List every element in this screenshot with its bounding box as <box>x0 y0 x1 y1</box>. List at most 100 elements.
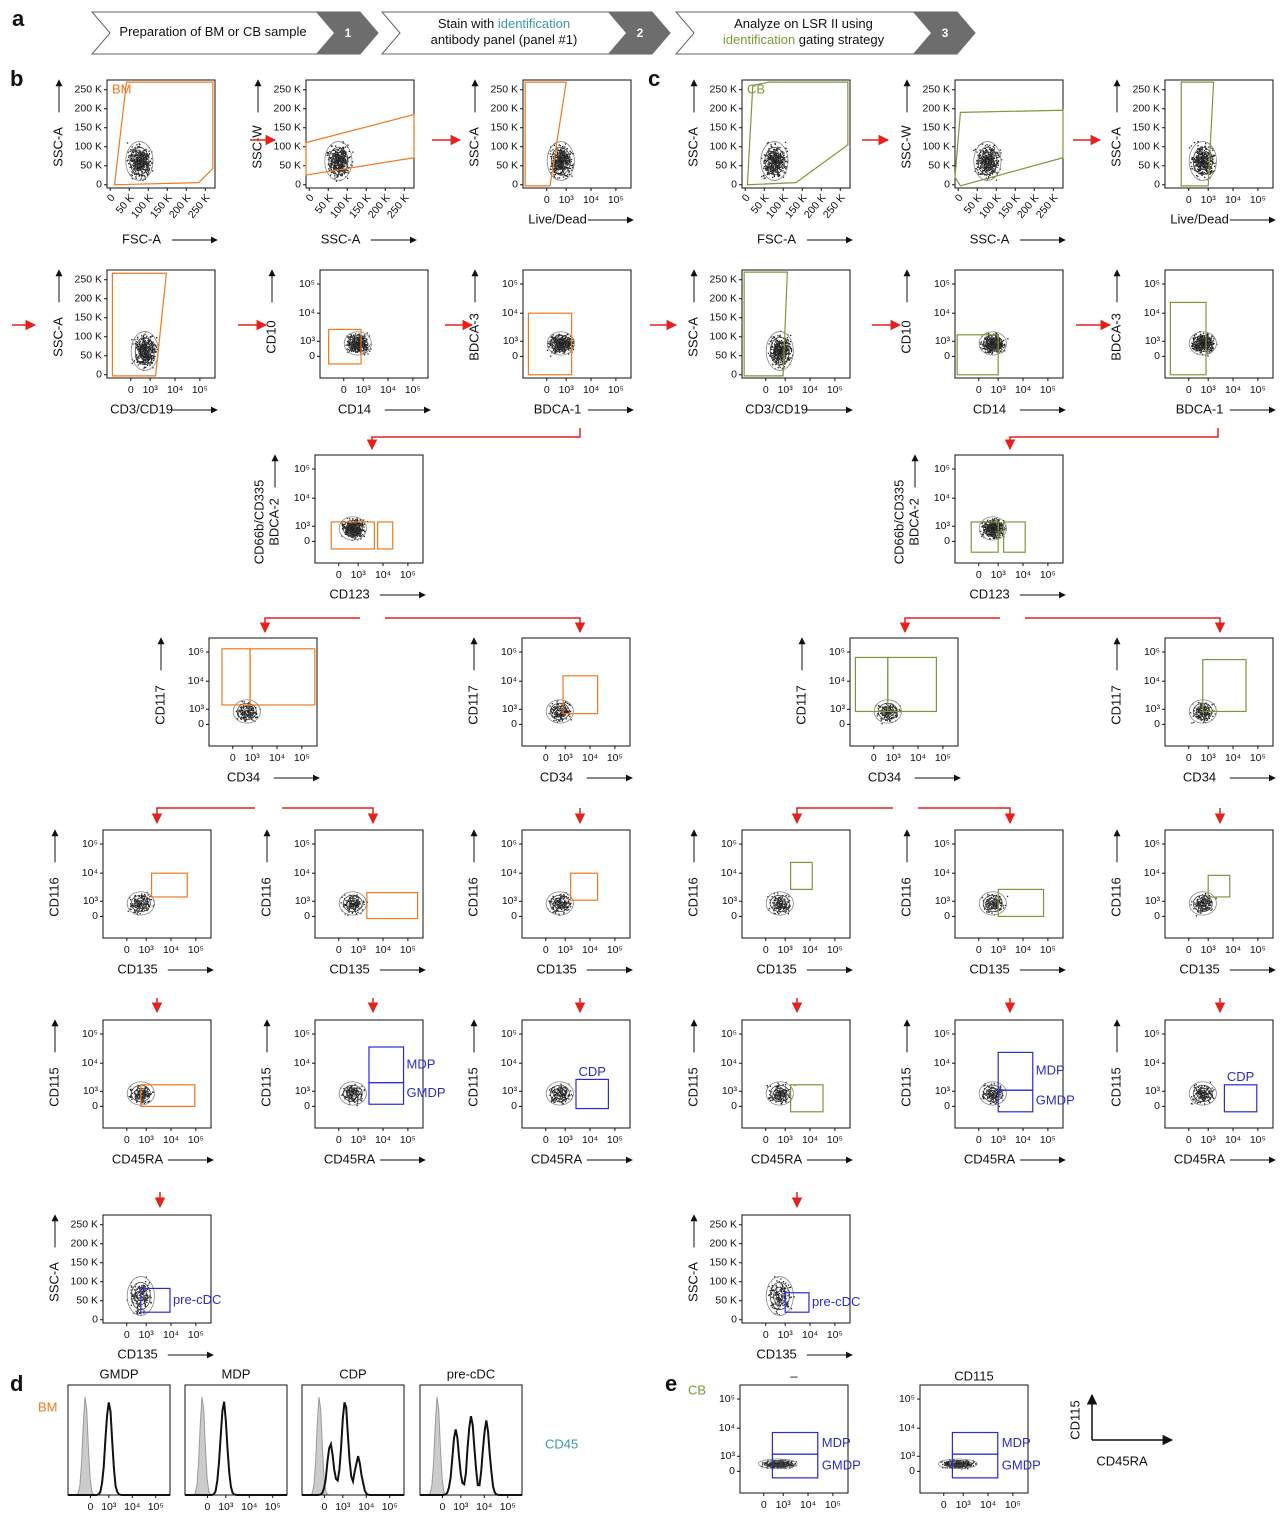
y-tick-label: 10³ <box>502 1085 518 1097</box>
event-dot <box>142 362 144 364</box>
event-dot <box>241 709 243 712</box>
event-dot <box>138 342 140 345</box>
event-dot <box>144 1087 146 1089</box>
event-dot <box>557 348 559 351</box>
event-dot <box>137 172 139 175</box>
event-dot <box>363 523 366 525</box>
event-dot <box>345 344 347 346</box>
event-dot <box>138 1096 140 1098</box>
event-dot <box>335 157 338 160</box>
event-dot <box>256 716 258 719</box>
event-dot <box>331 145 333 147</box>
event-dot <box>347 157 349 159</box>
event-dot <box>337 163 339 166</box>
event-dot <box>244 712 247 714</box>
event-dot <box>343 153 345 155</box>
event-dot <box>338 164 340 166</box>
event-dot <box>559 156 562 158</box>
event-dot <box>566 339 568 341</box>
event-dot <box>550 172 552 174</box>
event-dot <box>361 341 364 343</box>
event-dot <box>249 704 251 707</box>
event-dot <box>146 167 148 169</box>
event-dot <box>338 147 341 150</box>
event-dot <box>561 1087 563 1089</box>
event-dot <box>131 164 133 166</box>
event-dot <box>148 150 150 152</box>
event-dot <box>567 905 569 908</box>
x-tick-label: 10⁵ <box>188 1329 204 1341</box>
event-dot <box>146 343 148 345</box>
event-dot <box>567 340 569 342</box>
event-dot <box>135 176 137 178</box>
event-dot <box>350 344 352 346</box>
event-dot <box>136 1096 139 1098</box>
event-dot <box>356 905 358 907</box>
event-dot <box>330 171 333 174</box>
event-dot <box>349 1098 351 1100</box>
event-dot <box>333 167 335 169</box>
event-dot <box>145 1289 147 1291</box>
event-dot <box>137 905 140 908</box>
event-dot <box>144 333 146 335</box>
event-dot <box>559 344 561 346</box>
event-dot <box>341 164 343 166</box>
event-dot <box>141 159 143 161</box>
event-dot <box>137 170 139 172</box>
event-dot <box>137 1093 139 1096</box>
event-dot <box>136 1089 138 1091</box>
event-dot <box>566 1090 568 1093</box>
event-dot <box>562 165 565 167</box>
event-dot <box>146 1294 149 1296</box>
event-dot <box>341 527 344 529</box>
event-dot <box>343 157 345 159</box>
event-dot <box>551 1099 553 1101</box>
event-dot <box>350 1093 352 1095</box>
event-dot <box>570 151 572 154</box>
event-dot <box>138 348 141 350</box>
event-dot <box>139 153 141 156</box>
event-dot <box>568 159 570 161</box>
event-dot <box>358 342 361 344</box>
event-dot <box>348 1098 350 1100</box>
event-dot <box>241 712 243 715</box>
event-dot <box>134 165 136 167</box>
y-tick-label: 10⁵ <box>294 1028 310 1040</box>
event-dot <box>130 908 132 910</box>
event-dot <box>358 526 360 529</box>
event-dot <box>572 345 574 347</box>
event-dot <box>368 345 370 347</box>
event-dot <box>145 337 147 339</box>
event-dot <box>567 711 569 713</box>
event-dot <box>560 1093 562 1095</box>
event-dot <box>151 361 153 364</box>
event-dot <box>564 338 567 340</box>
event-dot <box>555 346 557 348</box>
event-dot <box>145 354 148 356</box>
event-dot <box>555 169 558 171</box>
y-tick-label: 10³ <box>502 895 518 907</box>
event-dot <box>558 177 561 179</box>
event-dot <box>248 706 250 708</box>
event-dot <box>141 1293 144 1296</box>
y-tick-label: 100 K <box>274 141 301 153</box>
event-dot <box>337 168 340 170</box>
event-dot <box>351 337 353 339</box>
event-dot <box>551 1091 553 1093</box>
x-tick-label: 10³ <box>558 1134 574 1146</box>
event-dot <box>568 341 570 343</box>
gate <box>575 1078 610 1110</box>
event-dot <box>557 156 559 158</box>
event-dot <box>550 355 552 357</box>
event-dot <box>339 165 341 167</box>
event-dot <box>551 350 553 352</box>
event-dot <box>143 1102 146 1105</box>
event-dot <box>355 518 357 521</box>
event-dot <box>352 907 355 909</box>
event-dot <box>152 352 154 354</box>
gate <box>524 81 567 187</box>
event-dot <box>145 154 147 156</box>
event-dot <box>333 170 336 173</box>
x-tick-label: 0 <box>105 192 118 204</box>
